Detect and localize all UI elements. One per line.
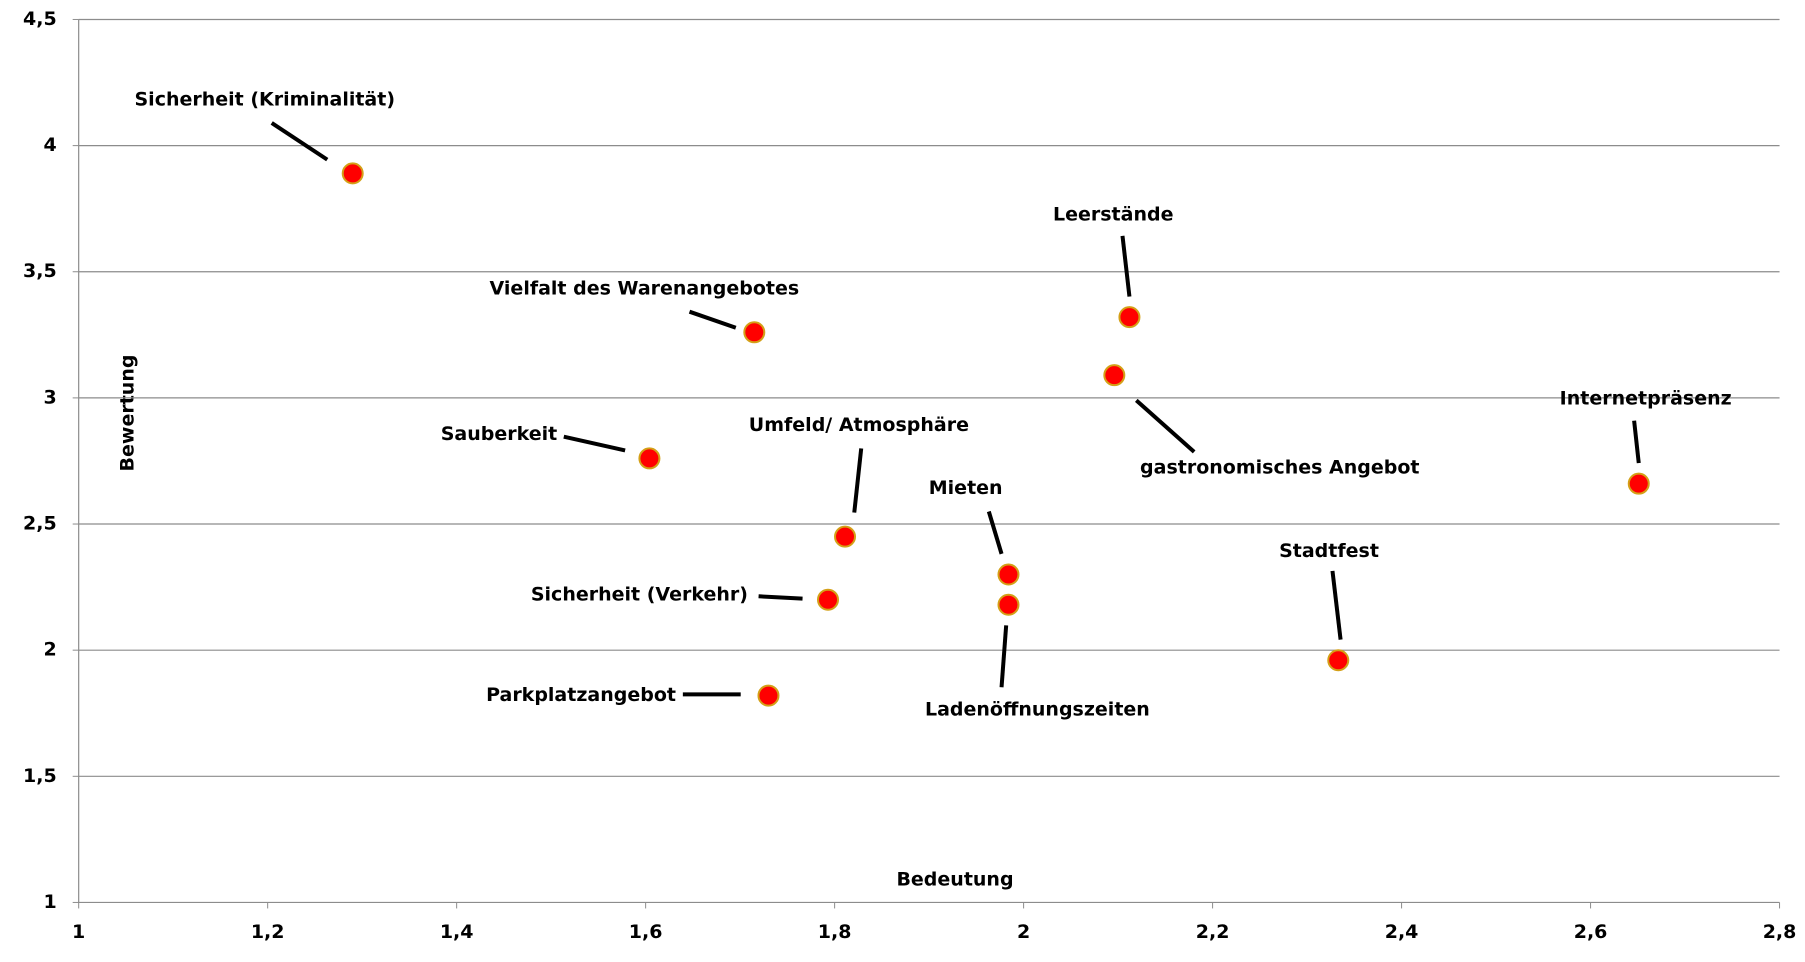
x-axis-label: Bedeutung <box>896 869 1013 891</box>
x-tick-label: 1,6 <box>629 921 663 943</box>
x-tick-label: 1 <box>72 921 85 943</box>
y-tick-label: 4 <box>43 134 56 156</box>
point <box>1627 472 1650 495</box>
leader-line <box>758 594 803 601</box>
point-label: Sicherheit (Verkehr) <box>531 584 748 606</box>
point-label: Sicherheit (Kriminalität) <box>135 89 396 111</box>
point-label: gastronomisches Angebot <box>1140 456 1420 478</box>
x-tick-label: 1,4 <box>440 921 474 943</box>
y-tick-label: 3 <box>43 386 56 408</box>
x-tick-label: 2,8 <box>1763 921 1797 943</box>
leader-line <box>999 625 1009 688</box>
point-label: Stadtfest <box>1279 540 1379 562</box>
point <box>834 525 857 548</box>
point <box>997 563 1020 586</box>
leader-line <box>1632 420 1641 464</box>
x-tick-label: 1,2 <box>251 921 285 943</box>
y-tick-label: 2,5 <box>23 513 57 535</box>
y-axis-label: Bewertung <box>117 355 139 472</box>
point <box>997 593 1020 616</box>
point <box>1327 649 1350 672</box>
leader-line <box>986 510 1004 555</box>
point-label: Vielfalt des Warenangebotes <box>490 277 800 299</box>
x-tick-label: 2,6 <box>1574 921 1608 943</box>
y-tick-label: 1 <box>43 891 56 913</box>
point <box>757 684 780 707</box>
point-label: Ladenöffnungszeiten <box>925 699 1150 721</box>
leader-line <box>852 448 864 513</box>
point-label: Umfeld/ Atmosphäre <box>749 414 969 436</box>
point-label: Parkplatzangebot <box>486 684 676 706</box>
point <box>1118 306 1141 329</box>
point-label: Mieten <box>929 477 1003 499</box>
x-tick-label: 2,2 <box>1196 921 1230 943</box>
leader-line <box>688 309 737 330</box>
point <box>743 321 766 344</box>
x-tick-label: 2,4 <box>1385 921 1419 943</box>
y-tick-label: 2 <box>43 639 56 661</box>
point <box>817 588 840 611</box>
point <box>341 162 364 185</box>
leader-line <box>1330 570 1343 640</box>
x-tick-label: 2 <box>1017 921 1030 943</box>
x-tick-label: 1,8 <box>818 921 852 943</box>
point-label: Sauberkeit <box>441 423 558 445</box>
point <box>638 447 661 470</box>
y-tick-label: 4,5 <box>23 8 57 30</box>
leader-line <box>563 434 626 453</box>
leader-line <box>1134 398 1196 454</box>
leader-line <box>1120 235 1132 297</box>
point-label: Internetpräsenz <box>1560 387 1732 409</box>
y-tick-label: 3,5 <box>23 260 57 282</box>
point <box>1103 364 1126 387</box>
y-tick-label: 1,5 <box>23 765 57 787</box>
point-label: Leerstände <box>1053 204 1173 226</box>
leader-line <box>270 121 329 162</box>
